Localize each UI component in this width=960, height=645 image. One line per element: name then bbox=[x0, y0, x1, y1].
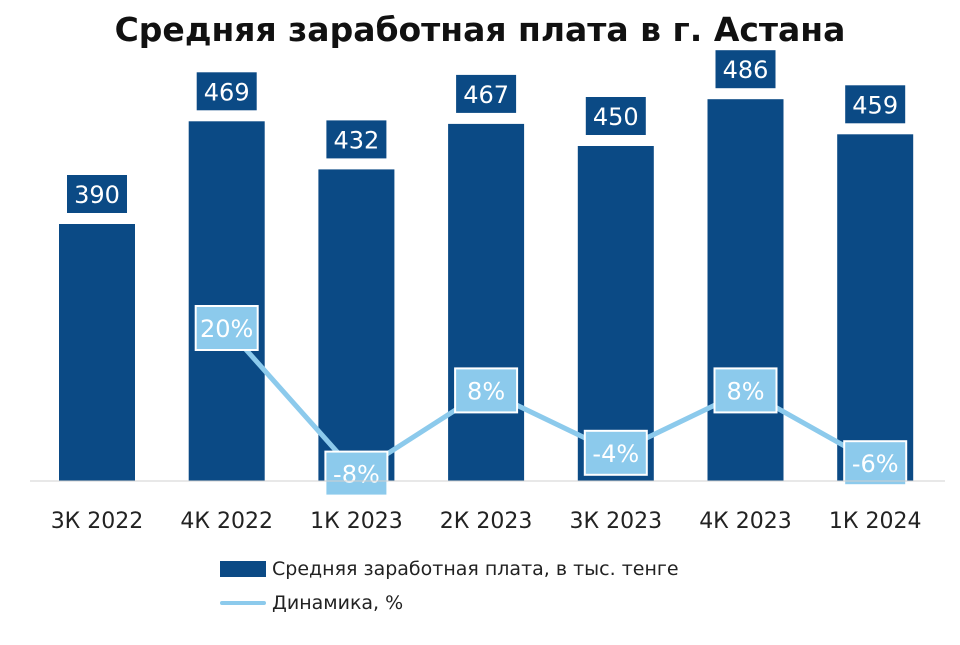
bar-0 bbox=[59, 224, 135, 481]
x-tick-label-1: 4К 2022 bbox=[180, 509, 273, 534]
dynamics-point-4 bbox=[583, 429, 648, 476]
x-axis-labels: 3К 2022 4К 2022 1К 2023 2К 2023 3К 2023 4К 20… bbox=[51, 509, 922, 534]
dynamics-label-6: -6% bbox=[852, 450, 899, 478]
bar-6 bbox=[837, 134, 914, 482]
bar-value-label-4: 450 bbox=[593, 103, 639, 131]
bar-series: 390 469 432 467 450 486 459 bbox=[59, 48, 914, 482]
x-tick-label-0: 3К 2022 bbox=[51, 509, 144, 534]
legend-swatch-line bbox=[220, 601, 266, 605]
dynamics-label-1: 20% bbox=[200, 315, 253, 343]
x-tick-label-4: 3К 2023 bbox=[569, 509, 662, 534]
x-tick-label-3: 2К 2023 bbox=[440, 509, 533, 534]
bar-2 bbox=[318, 169, 395, 481]
bar-value-label-3: 467 bbox=[463, 81, 509, 109]
legend-label-salary: Средняя заработная плата, в тыс. тенге bbox=[272, 558, 679, 580]
legend-swatch-bar bbox=[220, 561, 266, 577]
legend-item-dynamics: Динамика, % bbox=[220, 592, 403, 614]
bar-5 bbox=[707, 99, 784, 481]
line-series: 20% -8% 8% -4% 8% -6% bbox=[194, 305, 908, 497]
dynamics-label-5: 8% bbox=[726, 377, 764, 405]
bar-value-label-1: 469 bbox=[204, 78, 250, 106]
dynamics-point-2 bbox=[324, 450, 389, 497]
bar-label-box-1 bbox=[194, 70, 259, 113]
bar-label-box-0 bbox=[65, 173, 129, 215]
dynamics-point-3 bbox=[454, 367, 519, 414]
bar-value-label-2: 432 bbox=[333, 126, 379, 154]
dynamics-point-5 bbox=[713, 367, 778, 414]
legend-item-salary: Средняя заработная плата, в тыс. тенге bbox=[220, 558, 679, 580]
bar-1 bbox=[188, 121, 265, 482]
legend-label-dynamics: Динамика, % bbox=[272, 592, 404, 614]
dynamics-point-6 bbox=[843, 440, 908, 487]
dynamics-point-1 bbox=[194, 305, 259, 351]
bar-label-box-3 bbox=[454, 72, 519, 115]
chart-title: Средняя заработная плата в г. Астана bbox=[114, 10, 846, 49]
bar-3 bbox=[448, 123, 525, 482]
x-tick-label-2: 1К 2023 bbox=[310, 509, 403, 534]
dynamics-label-4: -4% bbox=[592, 440, 639, 468]
bar-4 bbox=[577, 146, 654, 481]
bar-label-box-2 bbox=[324, 118, 389, 161]
bar-value-label-5: 486 bbox=[723, 56, 769, 84]
bar-value-label-6: 459 bbox=[852, 91, 898, 119]
bar-label-box-4 bbox=[583, 95, 648, 137]
dynamics-label-3: 8% bbox=[467, 377, 505, 405]
bar-value-label-0: 390 bbox=[74, 181, 120, 209]
x-tick-label-6: 1К 2024 bbox=[829, 509, 922, 534]
dynamics-label-2: -8% bbox=[333, 461, 380, 489]
bar-label-box-6 bbox=[843, 83, 908, 126]
bar-label-box-5 bbox=[713, 48, 778, 91]
x-tick-label-5: 4К 2023 bbox=[699, 509, 792, 534]
